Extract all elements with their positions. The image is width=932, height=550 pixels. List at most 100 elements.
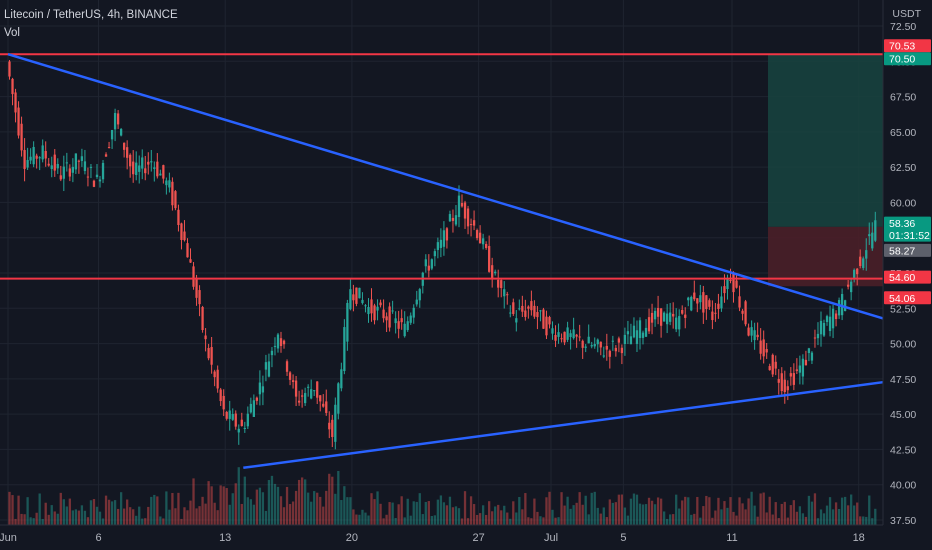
price-label-box xyxy=(884,243,931,257)
volume-bar xyxy=(213,502,216,525)
time-tick-label: 27 xyxy=(472,532,484,544)
candle-body xyxy=(198,290,201,305)
volume-bar xyxy=(68,498,71,525)
volume-bar xyxy=(427,501,430,525)
candle-body xyxy=(816,333,820,339)
volume-bar xyxy=(783,501,786,525)
volume-bar xyxy=(850,494,853,525)
price-label-box xyxy=(884,39,931,53)
volume-bar xyxy=(174,508,177,525)
volume-bar xyxy=(394,517,397,525)
volume-bar xyxy=(358,514,361,525)
volume-bar xyxy=(424,501,427,525)
volume-bar xyxy=(65,506,68,525)
volume-bar xyxy=(337,470,340,525)
volume-bar xyxy=(397,504,400,525)
volume-bar xyxy=(786,517,789,525)
candle-body xyxy=(207,347,210,359)
candle-body xyxy=(729,280,732,282)
volume-bar xyxy=(316,492,319,525)
horizontal-lines[interactable] xyxy=(0,53,883,280)
candle-body xyxy=(44,150,47,159)
candle-body xyxy=(672,313,675,317)
candle-body xyxy=(322,403,325,407)
volume-bar xyxy=(856,502,859,525)
currency-label[interactable]: USDT xyxy=(892,8,921,20)
volume-bar xyxy=(171,492,174,525)
time-axis-bg xyxy=(0,525,932,550)
candle-body xyxy=(267,361,271,377)
time-tick-label: 5 xyxy=(620,532,626,544)
candle-body xyxy=(741,310,744,314)
volume-bar xyxy=(810,501,814,525)
volume-bar xyxy=(798,506,802,525)
candle-body xyxy=(593,344,596,347)
volume-bar xyxy=(246,497,249,525)
candle-body xyxy=(572,329,575,339)
volume-bar xyxy=(331,476,334,525)
candle-body xyxy=(20,123,23,151)
candle-body xyxy=(258,382,262,395)
candle-body xyxy=(418,289,421,301)
candle-body xyxy=(771,354,774,375)
volume-bar xyxy=(183,507,186,525)
volume-bar xyxy=(273,483,277,525)
trendlines[interactable] xyxy=(7,53,888,470)
candle-body xyxy=(328,422,331,430)
volume-bar xyxy=(484,514,488,525)
candle-body xyxy=(141,157,144,169)
volume-bar xyxy=(17,495,20,525)
volume-bar xyxy=(132,509,135,525)
time-tick-label: 20 xyxy=(346,532,358,544)
candle-body xyxy=(249,403,252,413)
volume-label[interactable]: Vol xyxy=(4,27,20,39)
volume-bar xyxy=(228,504,231,525)
candle-body xyxy=(246,413,249,427)
price-tick-label: 72.50 xyxy=(890,21,916,33)
volume-bar xyxy=(732,511,735,525)
volume-bar xyxy=(488,501,491,525)
loss-zone xyxy=(768,226,883,287)
volume-bar xyxy=(635,494,639,525)
candle-body xyxy=(494,271,497,274)
candle-body xyxy=(83,161,87,172)
volume-bar xyxy=(201,496,204,525)
candle-body xyxy=(316,381,319,398)
candle-body xyxy=(192,266,195,287)
candle-body xyxy=(243,427,246,429)
time-tick-label: 6 xyxy=(95,532,101,544)
volume-bar xyxy=(29,517,32,525)
volume-bar xyxy=(871,518,874,525)
candle-body xyxy=(101,162,105,180)
price-tick-label: 60.00 xyxy=(890,197,916,209)
volume-bar xyxy=(678,508,681,525)
volume-bar xyxy=(231,493,234,525)
volume-bar xyxy=(165,491,168,525)
candle-body xyxy=(759,340,762,354)
candle-body xyxy=(548,317,551,325)
candle-body xyxy=(840,294,844,316)
symbol-title[interactable]: Litecoin / TetherUS, 4h, BINANCE xyxy=(4,9,178,21)
volume-bar xyxy=(557,517,560,525)
candle-body xyxy=(297,400,301,403)
volume-bar xyxy=(186,510,189,525)
volume-bar xyxy=(322,506,325,525)
volume-bar xyxy=(566,496,569,525)
candle-body xyxy=(279,338,283,347)
volume-bar xyxy=(403,517,406,525)
candle-body xyxy=(153,167,156,169)
candle-body xyxy=(702,292,705,313)
candle-body xyxy=(77,160,81,162)
candle-body xyxy=(394,318,397,324)
candle-body xyxy=(611,340,614,342)
volume-bar xyxy=(141,518,144,525)
volume-bar xyxy=(126,499,129,525)
candle-body xyxy=(427,265,430,271)
candle-body xyxy=(325,401,328,413)
time-axis[interactable]: Jun6132027Jul5111825 xyxy=(0,524,932,550)
volume-bar xyxy=(756,516,759,525)
volume-bar xyxy=(533,498,536,525)
volume-bar xyxy=(50,505,53,525)
candle-body xyxy=(98,179,102,182)
